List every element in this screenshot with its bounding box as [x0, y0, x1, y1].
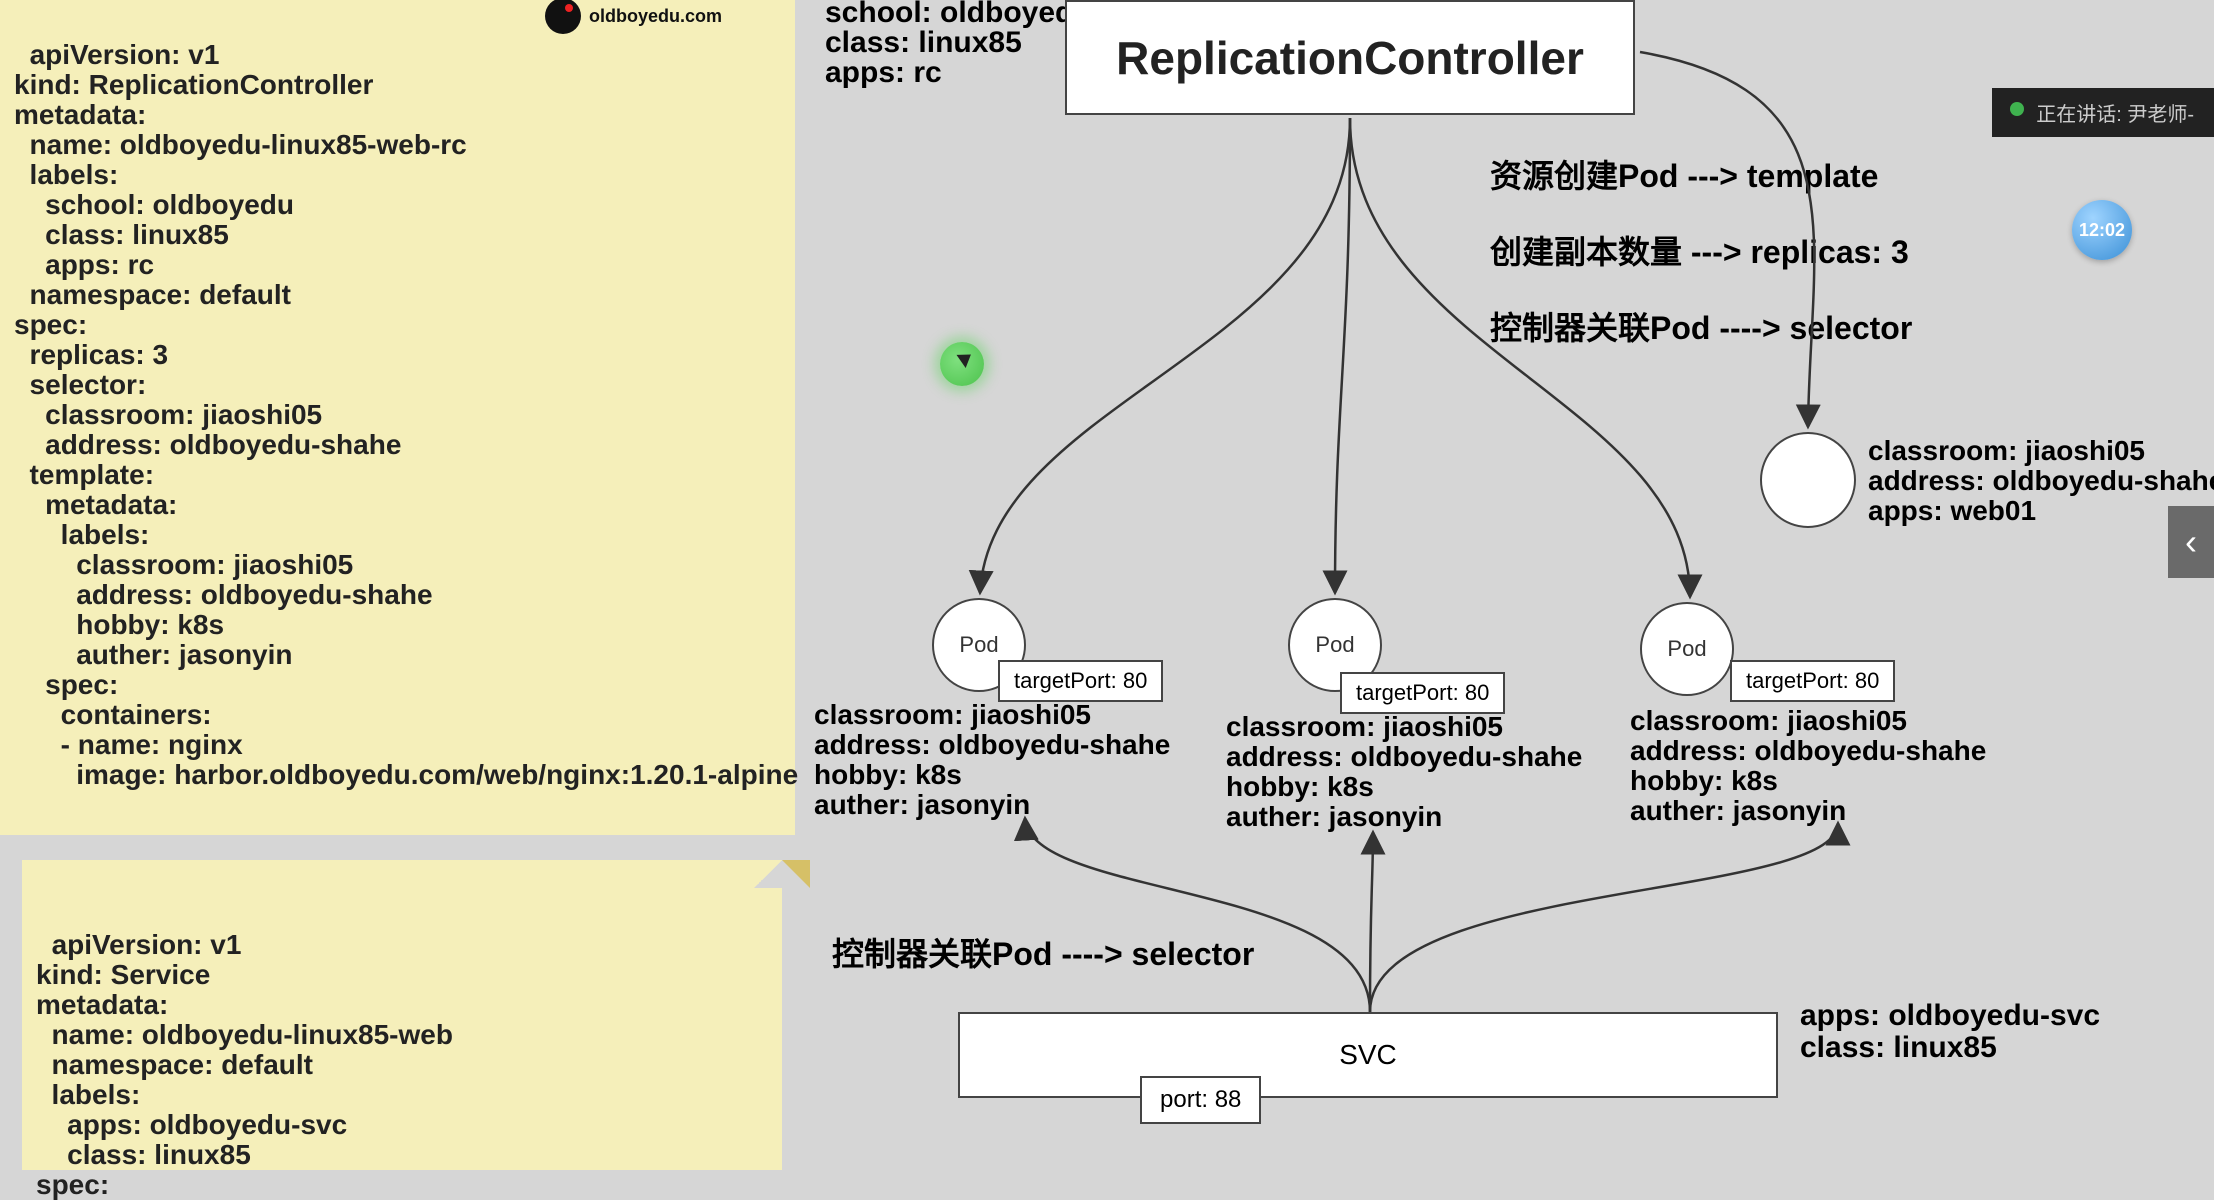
extra-pod-circle: [1760, 432, 1856, 528]
pod-port-2: targetPort: 80: [1730, 660, 1895, 702]
logo-icon: [545, 0, 581, 34]
clock-text: 12:02: [2079, 220, 2125, 241]
pod-labels-1: classroom: jiaoshi05 address: oldboyedu-…: [1226, 712, 1582, 832]
anno-line-2: 创建副本数量 ---> replicas: 3: [1490, 214, 1912, 290]
yaml-rc-text: apiVersion: v1 kind: ReplicationControll…: [14, 39, 798, 790]
rc-box: ReplicationController: [1065, 0, 1635, 115]
logo-text: oldboyedu.com: [589, 1, 722, 31]
pod-circle-2: Pod: [1640, 602, 1734, 696]
status-bar: 正在讲话: 尹老师-: [1992, 88, 2214, 137]
rc-title: ReplicationController: [1116, 31, 1584, 85]
svc-port: port: 88: [1140, 1076, 1261, 1124]
clock-badge: 12:02: [2072, 200, 2132, 260]
extra-pod-labels: classroom: jiaoshi05 address: oldboyedu-…: [1868, 436, 2214, 526]
yaml-rc-note: apiVersion: v1 kind: ReplicationControll…: [0, 0, 795, 835]
anno-line-3: 控制器关联Pod ----> selector: [1490, 290, 1912, 366]
pod-port-1: targetPort: 80: [1340, 672, 1505, 714]
rc-side-labels: school: oldboyedu class: linux85 apps: r…: [825, 0, 1092, 88]
pod-port-0: targetPort: 80: [998, 660, 1163, 702]
pod-labels-0: classroom: jiaoshi05 address: oldboyedu-…: [814, 700, 1170, 820]
logo: oldboyedu.com: [545, 0, 722, 34]
svc-labels: apps: oldboyedu-svc class: linux85: [1800, 1000, 2100, 1064]
yaml-svc-text: apiVersion: v1 kind: Service metadata: n…: [36, 929, 453, 1200]
cursor-highlight-icon: [940, 342, 984, 386]
svc-selector-text: 控制器关联Pod ----> selector: [832, 929, 1254, 975]
svc-box: SVC: [958, 1012, 1778, 1098]
rc-annotations: 资源创建Pod ---> template 创建副本数量 ---> replic…: [1490, 138, 1912, 366]
side-collapse-arrow[interactable]: ‹: [2168, 506, 2214, 578]
svc-title: SVC: [1339, 1039, 1397, 1071]
yaml-svc-note: apiVersion: v1 kind: Service metadata: n…: [22, 860, 782, 1170]
note-fold-icon: [754, 860, 782, 888]
anno-line-1: 资源创建Pod ---> template: [1490, 138, 1912, 214]
mic-icon: [2010, 102, 2024, 116]
pod-labels-2: classroom: jiaoshi05 address: oldboyedu-…: [1630, 706, 1986, 826]
status-text: 正在讲话: 尹老师-: [2036, 98, 2194, 127]
